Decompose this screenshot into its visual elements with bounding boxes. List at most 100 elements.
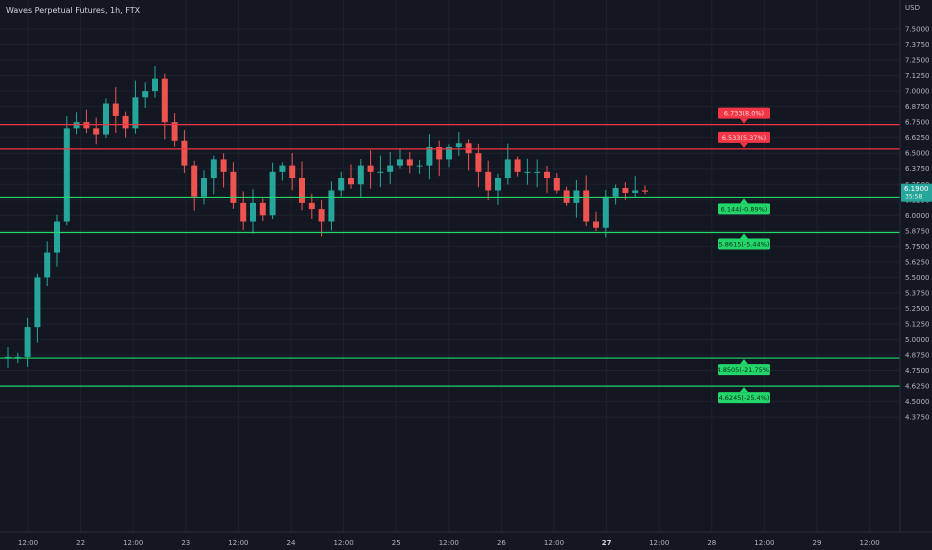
candle-body [338, 178, 345, 191]
candle-body [465, 143, 472, 154]
level-label: 4.8505(-21.75%) [717, 366, 772, 374]
candle-body [583, 190, 590, 222]
level-label-box [718, 238, 770, 250]
time-tick-label: 24 [287, 539, 296, 547]
time-tick-label: 25 [392, 539, 401, 547]
level-label-box [718, 203, 770, 215]
candle-body [642, 190, 648, 192]
candle-body [220, 159, 227, 172]
level-label-box [718, 392, 770, 404]
candle-body [455, 143, 462, 147]
candle-body [485, 171, 492, 191]
candle-body [436, 146, 443, 160]
candle-body [63, 128, 70, 222]
candle-body [132, 97, 139, 129]
price-tick-label: 5.0000 [905, 336, 930, 344]
candle-body [495, 178, 501, 191]
time-tick-label: 29 [813, 539, 822, 547]
candle-body [73, 122, 80, 129]
candle-body [612, 187, 619, 197]
candle-body [112, 103, 119, 116]
candle-body [44, 252, 51, 278]
level-pointer [740, 359, 748, 365]
candle-body [377, 171, 384, 173]
candle-body [289, 165, 296, 179]
level-pointer [740, 118, 748, 124]
candle-body [573, 190, 580, 203]
candle-body [426, 146, 433, 166]
candle-body [524, 171, 531, 173]
price-tick-label: 7.1250 [905, 72, 930, 80]
time-tick-label: 23 [181, 539, 190, 547]
candle-body [122, 115, 129, 129]
candle-body [544, 171, 550, 179]
candle-body [632, 190, 639, 193]
candle-body [622, 187, 629, 193]
candle-body [367, 165, 374, 172]
candle-body [504, 159, 511, 179]
candle-body [514, 159, 521, 172]
candle-body [308, 202, 315, 210]
candles [5, 66, 648, 368]
level-pointer [740, 142, 748, 148]
last-price-box [901, 183, 932, 202]
candle-body [34, 277, 41, 328]
candle-body [602, 196, 609, 228]
candle-body [475, 153, 482, 172]
time-tick-label: 12:00 [334, 539, 354, 547]
price-tick-label: 4.8750 [905, 352, 930, 360]
candle-body [230, 171, 237, 203]
price-tick-label: 6.0000 [905, 212, 930, 220]
candle-body [181, 140, 188, 166]
level-label: 6.733(8.0%) [724, 110, 764, 118]
price-tick-label: 4.3750 [905, 414, 930, 422]
candle-body [24, 327, 31, 357]
candle-body [553, 178, 560, 191]
candle-body [152, 78, 158, 92]
candle-body [191, 165, 198, 197]
price-tick-label: 5.8750 [905, 227, 930, 235]
level-label: 6.533(5.37%) [722, 134, 766, 142]
price-tick-label: 5.1250 [905, 320, 930, 328]
candle-body [14, 356, 21, 358]
horizontal-levels: 6.733(8.0%) 6.533(5.37%) 6.144(-0.89%) 5.86… [0, 107, 900, 404]
level-label-box [718, 364, 770, 376]
candle-body [563, 190, 570, 203]
time-tick-label: 12:00 [860, 539, 880, 547]
price-tick-label: 4.7500 [905, 367, 930, 375]
candle-body [593, 221, 599, 228]
price-tick-label: 7.2500 [905, 57, 930, 65]
level-label: 6.144(-0.89%) [721, 205, 768, 213]
candle-body [299, 178, 305, 203]
currency-label: USD [905, 4, 920, 12]
candle-body [54, 221, 60, 253]
candle-body [406, 159, 413, 166]
candle-body [5, 356, 11, 358]
candle-body [161, 78, 168, 123]
time-tick-label: 12:00 [123, 539, 143, 547]
price-tick-label: 4.6250 [905, 383, 930, 391]
candle-body [446, 146, 452, 160]
price-tick-label: 6.3750 [905, 165, 930, 173]
price-tick-label: 4.5000 [905, 398, 930, 406]
last-price-value: 6.1900 [904, 185, 929, 193]
price-tick-label: 7.3750 [905, 41, 930, 49]
time-tick-label: 12:00 [18, 539, 38, 547]
level-label-box [718, 107, 770, 119]
level-label-box [718, 131, 770, 143]
time-axis[interactable]: 12:00 22 12:00 23 12:00 24 12:00 25 12:00 26 12:00… [18, 539, 880, 547]
time-tick-label: 12:00 [228, 539, 248, 547]
last-price-countdown: 35:58 [905, 194, 922, 201]
time-tick-label: 28 [707, 539, 716, 547]
price-tick-label: 5.2500 [905, 305, 930, 313]
candle-body [387, 165, 394, 172]
candle-body [210, 159, 217, 179]
candle-body [240, 202, 247, 222]
level-label: 5.8615(-5.44%) [719, 241, 770, 249]
candle-body [269, 171, 276, 216]
level-pointer [740, 198, 748, 204]
price-tick-label: 7.0000 [905, 88, 930, 96]
